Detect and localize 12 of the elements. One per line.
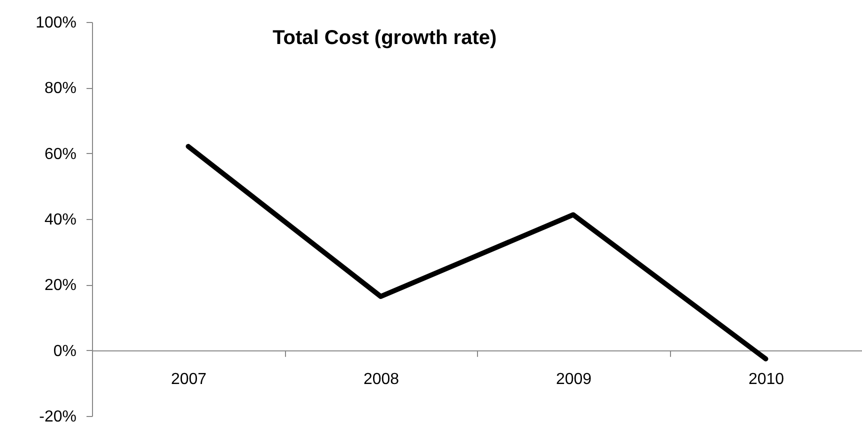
y-tick-label: 20% bbox=[44, 277, 76, 294]
y-tick-label: 60% bbox=[44, 146, 76, 163]
y-tick-label: 100% bbox=[36, 14, 76, 32]
x-tick-label: 2009 bbox=[556, 370, 592, 388]
x-tick-label: 2010 bbox=[748, 370, 784, 388]
y-tick-label: 0% bbox=[53, 342, 76, 360]
y-tick-label: -20% bbox=[39, 408, 76, 426]
chart-title: Total Cost (growth rate) bbox=[272, 27, 497, 49]
y-tick-label: 80% bbox=[44, 80, 76, 98]
x-tick-label: 2008 bbox=[363, 370, 400, 388]
x-tick-label: 2007 bbox=[170, 370, 207, 388]
y-tick-label: 40% bbox=[44, 212, 76, 228]
